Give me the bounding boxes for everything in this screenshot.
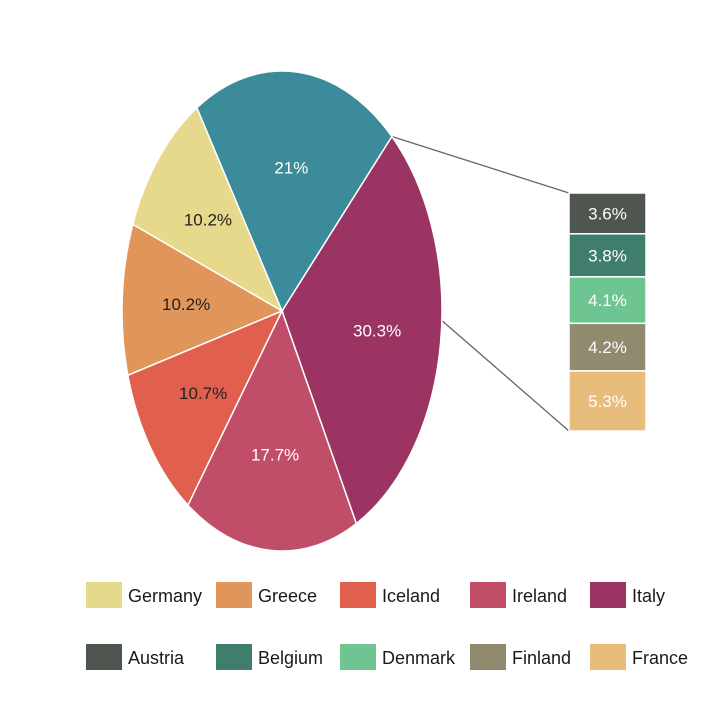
pie-slice-label: 10.2% [184,210,232,229]
legend-swatch [86,582,122,608]
legend-label: Austria [128,648,185,668]
bar-segment-france [568,370,647,432]
legend-item-france: France [590,644,688,670]
legend-swatch [86,644,122,670]
connector-line-top [391,135,570,194]
legend-swatch [340,582,376,608]
legend-label: Ireland [512,586,567,606]
pie [121,70,443,552]
bar-segment-finland [568,322,647,372]
pie-slice-other [195,70,393,313]
bar-segment-denmark [568,276,647,325]
legend-label: Germany [128,586,202,606]
legend-swatch [470,644,506,670]
legend-swatch [470,582,506,608]
pie-slice-label: 10.7% [179,384,227,403]
pie-slice-label: 21% [274,159,308,178]
pie-slice-label: 17.7% [251,446,299,465]
pie-slice-label: 30.3% [353,322,401,341]
legend-item-denmark: Denmark [340,644,456,670]
bar-segment-austria [568,192,647,235]
legend-item-iceland: Iceland [340,582,440,608]
legend-item-greece: Greece [216,582,317,608]
bar-segment-label: 3.6% [588,204,627,223]
pie-slice-italy [281,135,443,525]
bar-segment-label: 3.8% [588,246,627,265]
legend: Germany Greece Iceland Ireland Italy Austria B… [86,582,688,670]
stacked-bar: 3.6% 3.8% 4.1% 4.2% 5.3% [568,192,647,432]
legend-label: Denmark [382,648,456,668]
legend-item-ireland: Ireland [470,582,567,608]
pie-slice-label: 10.2% [162,295,210,314]
legend-item-austria: Austria [86,644,185,670]
legend-swatch [590,582,626,608]
legend-label: Iceland [382,586,440,606]
legend-item-belgium: Belgium [216,644,323,670]
pie-slice-greece [121,223,284,377]
pie-slice-germany [131,106,284,313]
pie-labels: 30.3% 21% 10.2% 10.2% 10.7% 17.7% [162,159,401,465]
legend-label: Belgium [258,648,323,668]
legend-label: Italy [632,586,665,606]
legend-item-finland: Finland [470,644,571,670]
legend-label: Greece [258,586,317,606]
pie-slice-iceland [126,309,284,507]
legend-swatch [590,644,626,670]
legend-swatch [216,582,252,608]
legend-item-italy: Italy [590,582,665,608]
legend-swatch [340,644,376,670]
legend-item-germany: Germany [86,582,202,608]
bar-segment-label: 4.1% [588,291,627,310]
bar-segment-belgium [568,233,647,278]
pie-slice-ireland [187,309,358,552]
legend-swatch [216,644,252,670]
legend-label: Finland [512,648,571,668]
bar-segment-label: 4.2% [588,338,627,357]
legend-label: France [632,648,688,668]
bar-segment-label: 5.3% [588,392,627,411]
